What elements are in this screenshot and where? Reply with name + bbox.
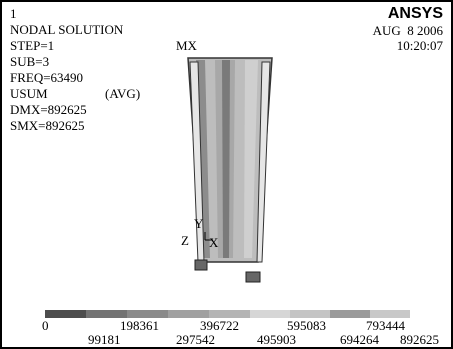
date: AUG 8 2006 bbox=[373, 23, 444, 38]
info-line: FREQ=63490 bbox=[10, 70, 83, 85]
info-line: (AVG) bbox=[105, 86, 140, 101]
legend-label: 495903 bbox=[257, 332, 296, 347]
triad-label: X bbox=[209, 235, 219, 250]
legend-label: 396722 bbox=[200, 318, 239, 333]
legend-label: 694264 bbox=[340, 332, 380, 347]
model bbox=[188, 58, 272, 282]
legend-label: 892625 bbox=[400, 332, 439, 347]
info-line: STEP=1 bbox=[10, 38, 54, 53]
triad-label: Y bbox=[194, 216, 204, 231]
ansys-plot: 1 NODAL SOLUTION STEP=1 SUB=3 FREQ=63490… bbox=[0, 0, 453, 349]
legend-label: 198361 bbox=[120, 318, 159, 333]
legend-label: 793444 bbox=[366, 318, 406, 333]
info-line: SUB=3 bbox=[10, 54, 49, 69]
max-label: MX bbox=[176, 38, 198, 53]
color-bar bbox=[45, 310, 410, 318]
logo: ANSYS bbox=[388, 5, 443, 22]
info-line: NODAL SOLUTION bbox=[10, 22, 124, 37]
info-line: USUM bbox=[10, 86, 48, 101]
legend-label: 0 bbox=[42, 318, 49, 333]
triad-label: Z bbox=[181, 233, 189, 248]
legend-label: 595083 bbox=[287, 318, 326, 333]
plot-number: 1 bbox=[10, 6, 17, 21]
legend-label: 99181 bbox=[88, 332, 121, 347]
info-line: DMX=892625 bbox=[10, 102, 87, 117]
time: 10:20:07 bbox=[397, 38, 444, 53]
info-line: SMX=892625 bbox=[10, 118, 85, 133]
legend-label: 297542 bbox=[176, 332, 215, 347]
